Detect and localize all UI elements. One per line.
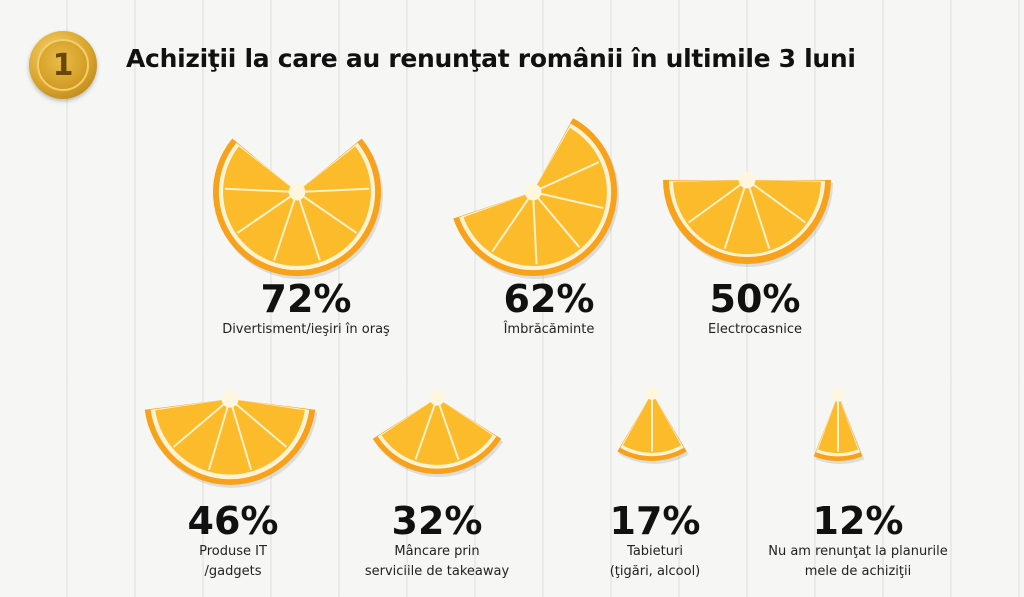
orange-slice-5 [372,390,504,478]
orange-slice-1 [213,138,383,280]
orange-slice-4 [144,390,318,488]
orange-slice-2 [453,118,619,279]
value-label: 72% [260,277,352,321]
item-tabieturi: 17% Tabieturi (ţigări, alcool) [550,500,760,582]
orange-slice-3 [663,171,833,267]
category-label-line-2: /gadgets [204,564,262,579]
category-label: Divertisment/ieşiri în oraş [222,322,390,337]
value-label: 17% [609,499,701,543]
item-produse-it: 46% Produse IT /gadgets [128,500,338,582]
value-label: 62% [503,277,595,321]
medal-number: 1 [37,39,89,91]
orange-slice-7 [813,388,865,465]
category-label-line-1: Nu am renunţat la planurile [768,544,948,559]
category-label-line-2: serviciile de takeaway [364,564,510,579]
value-label: 46% [187,499,279,543]
value-label: 12% [812,499,904,543]
medal-badge: 1 [29,31,97,99]
item-imbracaminte: 62% Îmbrăcăminte [444,278,654,340]
chart-title: Achiziţii la care au renunţat românii în… [126,44,856,73]
category-label: Îmbrăcăminte [503,322,595,337]
category-label: Electrocasnice [708,322,802,337]
value-label: 50% [709,277,801,321]
category-label-line-2: mele de achiziţii [804,564,912,579]
item-electrocasnice: 50% Electrocasnice [650,278,860,340]
item-nu-am-renuntat: 12% Nu am renunţat la planurile mele de … [753,500,963,582]
category-label-line-1: Mâncare prin [394,544,480,559]
item-mancare-takeaway: 32% Mâncare prin serviciile de takeaway [332,500,542,582]
category-label-line-1: Tabieturi [627,544,683,559]
category-label-line-2: (ţigări, alcool) [609,564,701,579]
value-label: 32% [391,499,483,543]
orange-slice-6 [617,386,689,464]
item-divertisment: 72% Divertisment/ieşiri în oraş [201,278,411,340]
category-label-line-1: Produse IT [199,544,267,559]
